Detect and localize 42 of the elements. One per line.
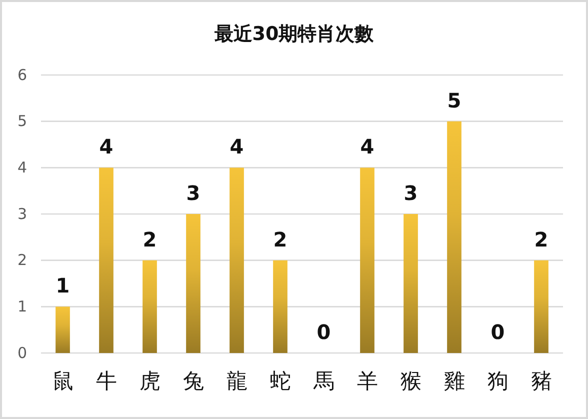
data-label: 4 bbox=[360, 134, 374, 159]
y-tick-label: 2 bbox=[17, 251, 27, 270]
data-label: 2 bbox=[142, 227, 157, 252]
x-tick-label: 蛇 bbox=[270, 368, 291, 393]
data-label: 0 bbox=[490, 320, 505, 344]
data-label: 3 bbox=[186, 181, 200, 205]
data-label: 2 bbox=[273, 227, 288, 252]
x-tick-label: 虎 bbox=[139, 368, 160, 393]
bar bbox=[56, 306, 70, 353]
y-tick-label: 3 bbox=[17, 204, 27, 223]
bar bbox=[360, 168, 374, 353]
x-tick-label: 狗 bbox=[487, 368, 508, 393]
bar bbox=[404, 214, 418, 353]
data-label: 2 bbox=[534, 227, 548, 252]
x-tick-label: 雞 bbox=[444, 368, 465, 393]
data-label: 4 bbox=[230, 134, 244, 159]
data-label: 1 bbox=[56, 274, 70, 298]
data-label: 3 bbox=[404, 181, 418, 205]
y-tick-label: 1 bbox=[17, 297, 27, 316]
x-tick-label: 羊 bbox=[356, 368, 378, 393]
chart-title: 最近30期特肖次數 bbox=[213, 23, 375, 45]
x-tick-label: 龍 bbox=[226, 368, 248, 393]
x-tick-label: 猴 bbox=[400, 368, 422, 393]
x-tick-label: 兔 bbox=[182, 368, 204, 393]
y-tick-label: 5 bbox=[17, 112, 27, 130]
data-label: 4 bbox=[99, 134, 114, 159]
bar bbox=[186, 214, 200, 353]
y-tick-label: 0 bbox=[17, 344, 27, 362]
x-tick-label: 牛 bbox=[96, 368, 117, 393]
bar bbox=[99, 168, 114, 353]
bar bbox=[230, 168, 244, 353]
x-tick-label: 鼠 bbox=[52, 368, 74, 393]
y-tick-label: 6 bbox=[17, 66, 27, 84]
bar bbox=[142, 260, 157, 353]
data-label: 5 bbox=[447, 88, 462, 112]
bar bbox=[273, 260, 288, 353]
data-label: 0 bbox=[316, 320, 331, 344]
x-tick-label: 馬 bbox=[312, 368, 334, 393]
y-tick-label: 4 bbox=[17, 158, 27, 176]
bar bbox=[534, 260, 548, 353]
bar bbox=[447, 121, 462, 353]
x-tick-label: 豬 bbox=[530, 368, 552, 393]
